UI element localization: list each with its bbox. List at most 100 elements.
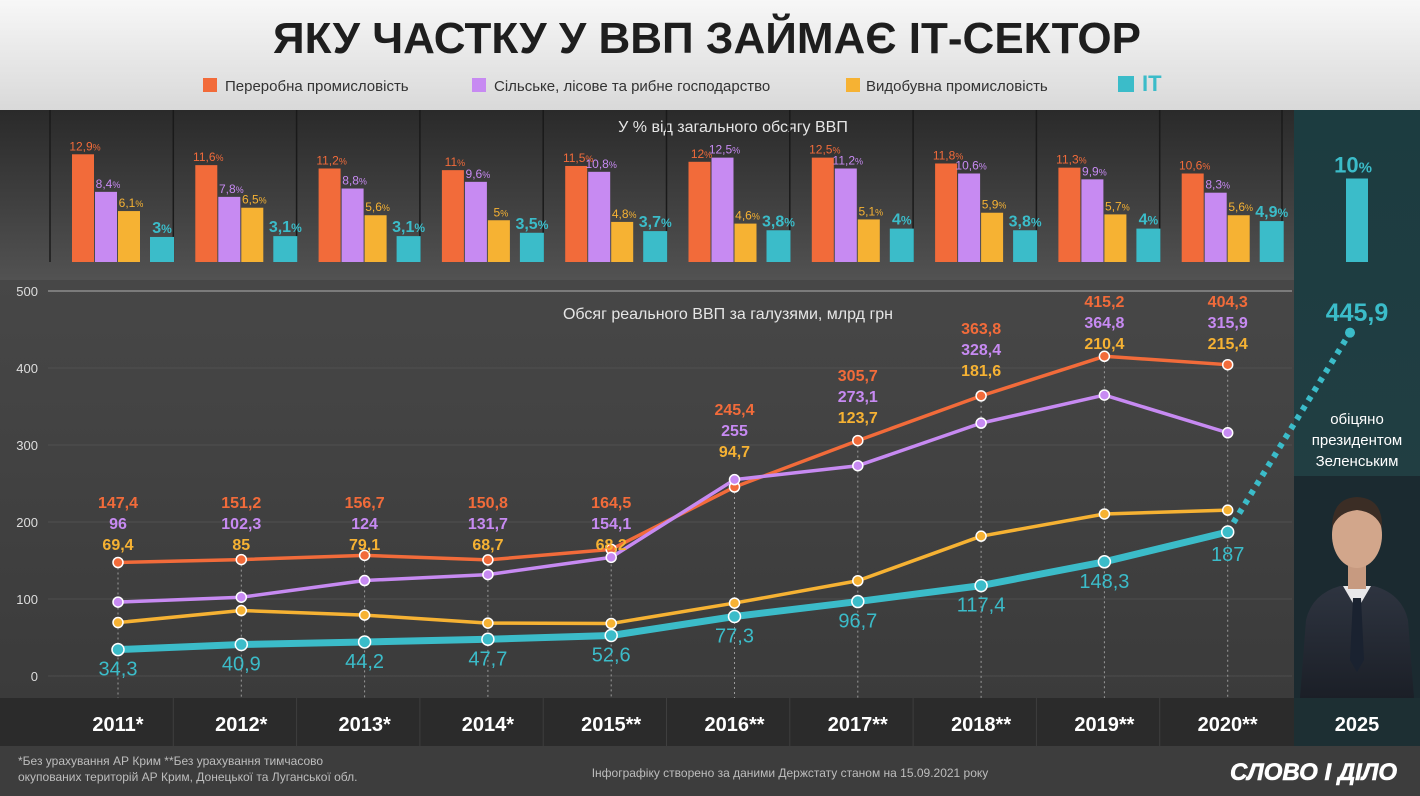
point-agriculture: [482, 568, 494, 581]
point-mining: [235, 604, 248, 617]
share-bar-it: [766, 230, 791, 262]
share-label-mining: 5%: [494, 205, 509, 219]
share-bar-agriculture: [711, 157, 734, 262]
share-bar-agriculture: [464, 181, 487, 262]
label-it-projection: 445,9: [1326, 299, 1389, 327]
value-label-manufacturing: 147,4: [98, 495, 138, 512]
share-unit: %: [832, 146, 840, 156]
share-label-manufacturing: 11,5%: [563, 151, 593, 165]
share-unit: %: [1222, 181, 1230, 191]
value-label-mining: 94,7: [719, 444, 750, 461]
value-label-manufacturing: 151,2: [221, 495, 261, 512]
share-unit: %: [161, 222, 172, 236]
point-manufacturing: [358, 549, 371, 562]
x-tick-label: 2017**: [828, 714, 888, 736]
share-unit: %: [955, 151, 963, 161]
share-unit: %: [216, 153, 224, 163]
point-mining: [852, 575, 864, 587]
share-label-agriculture: 9,6%: [466, 167, 491, 181]
x-tick-label: 2012*: [215, 714, 267, 736]
share-bar-mining: [981, 212, 1004, 262]
point-it: [481, 632, 495, 647]
share-unit: %: [538, 218, 549, 232]
value-label-it: 96,7: [838, 611, 877, 633]
share-bar-it: [1013, 230, 1038, 262]
share-bar-agriculture: [1204, 192, 1227, 262]
share-bar-agriculture: [958, 173, 981, 262]
point-agriculture: [235, 591, 248, 603]
value-label-it: 187: [1211, 544, 1244, 566]
share-section-title: У % від загального обсягу ВВП: [618, 119, 848, 136]
share-bar-manufacturing: [935, 163, 958, 262]
share-unit: %: [784, 215, 795, 229]
value-label-manufacturing: 164,5: [591, 495, 631, 512]
point-manufacturing: [235, 553, 248, 566]
share-unit: %: [1277, 206, 1288, 220]
point-it: [851, 594, 865, 609]
value-label-it: 34,3: [99, 659, 138, 681]
x-axis: 2011* 2012* 2013* 2014* 2015** 2016** 2017** 20…: [92, 714, 1258, 736]
share-label-manufacturing: 11%: [445, 155, 465, 169]
value-label-manufacturing: 305,7: [838, 368, 878, 385]
legend: Переробна промисловість Сільське, лісове…: [203, 71, 1162, 96]
share-label-mining: 4,8%: [612, 207, 637, 221]
share-unit: %: [752, 212, 760, 222]
point-mining: [482, 617, 494, 629]
point-it: [234, 637, 249, 652]
share-unit: %: [457, 158, 465, 168]
share-bar-agriculture: [218, 196, 241, 262]
point-agriculture: [1098, 389, 1111, 401]
share-bar-mining: [857, 219, 880, 262]
point-agriculture: [728, 473, 741, 486]
point-it: [1097, 555, 1112, 569]
share-label-agriculture: 8,8%: [342, 174, 367, 188]
share-label-it: 3%: [152, 220, 172, 237]
point-manufacturing: [975, 390, 987, 402]
share-label-it: 4%: [1139, 212, 1159, 229]
share-bar-agriculture: [588, 171, 611, 262]
value-label-mining: 68,2: [596, 537, 627, 554]
share-bar-it: [889, 228, 914, 262]
value-label-mining: 69,4: [102, 537, 133, 554]
share-bar-mining: [1227, 215, 1250, 262]
promise-text-2: президентом: [1312, 432, 1402, 449]
share-bar-manufacturing: [195, 165, 218, 262]
share-label-mining: 5,6%: [365, 200, 390, 214]
point-mining: [358, 609, 371, 621]
legend-swatch-manufacturing: [203, 78, 217, 92]
share-label-it: 4,9%: [1255, 204, 1288, 221]
legend-label-agriculture: Сільське, лісове та рибне господарство: [494, 78, 770, 95]
share-label-it: 3,8%: [762, 213, 795, 230]
slovo-i-dilo-logo: СЛОВО І ДІЛО: [1230, 759, 1397, 786]
value-label-agriculture: 154,1: [591, 516, 631, 533]
share-unit: %: [359, 177, 367, 187]
share-bar-agriculture: [95, 191, 117, 262]
share-bars: 12,9%8,4%6,1%3%11,6%7,8%6,5%3,1%11,2%8,8…: [69, 139, 1372, 262]
point-agriculture: [1221, 427, 1234, 439]
share-bar-agriculture: [1081, 179, 1104, 262]
point-agriculture: [112, 596, 124, 608]
promise-block: обіцяно президентом Зеленським 2025: [1312, 411, 1402, 736]
value-label-it: 148,3: [1079, 571, 1129, 593]
y-tick-label: 500: [16, 284, 38, 299]
share-unit: %: [291, 221, 302, 235]
share-unit: %: [112, 180, 120, 190]
share-bar-it: [1259, 221, 1284, 262]
point-agriculture: [358, 574, 371, 587]
point-it: [727, 609, 742, 624]
share-bar-manufacturing: [688, 161, 711, 262]
share-bar-it: [643, 231, 668, 262]
value-label-manufacturing: 156,7: [345, 495, 385, 512]
y-tick-label: 300: [16, 438, 38, 453]
value-label-mining: 215,4: [1208, 336, 1248, 353]
value-label-agriculture: 315,9: [1208, 315, 1248, 332]
share-label-it: 3,8%: [1009, 213, 1042, 230]
share-bar-manufacturing: [565, 165, 588, 262]
share-bar-mining: [611, 221, 634, 262]
share-bar-mining: [241, 207, 264, 262]
share-bar-it-promise: [1346, 178, 1368, 262]
value-label-mining: 123,7: [838, 410, 878, 427]
share-label-it-promise: 10%: [1334, 153, 1372, 178]
share-bar-it: [1136, 228, 1161, 262]
value-label-it: 77,3: [715, 625, 754, 647]
